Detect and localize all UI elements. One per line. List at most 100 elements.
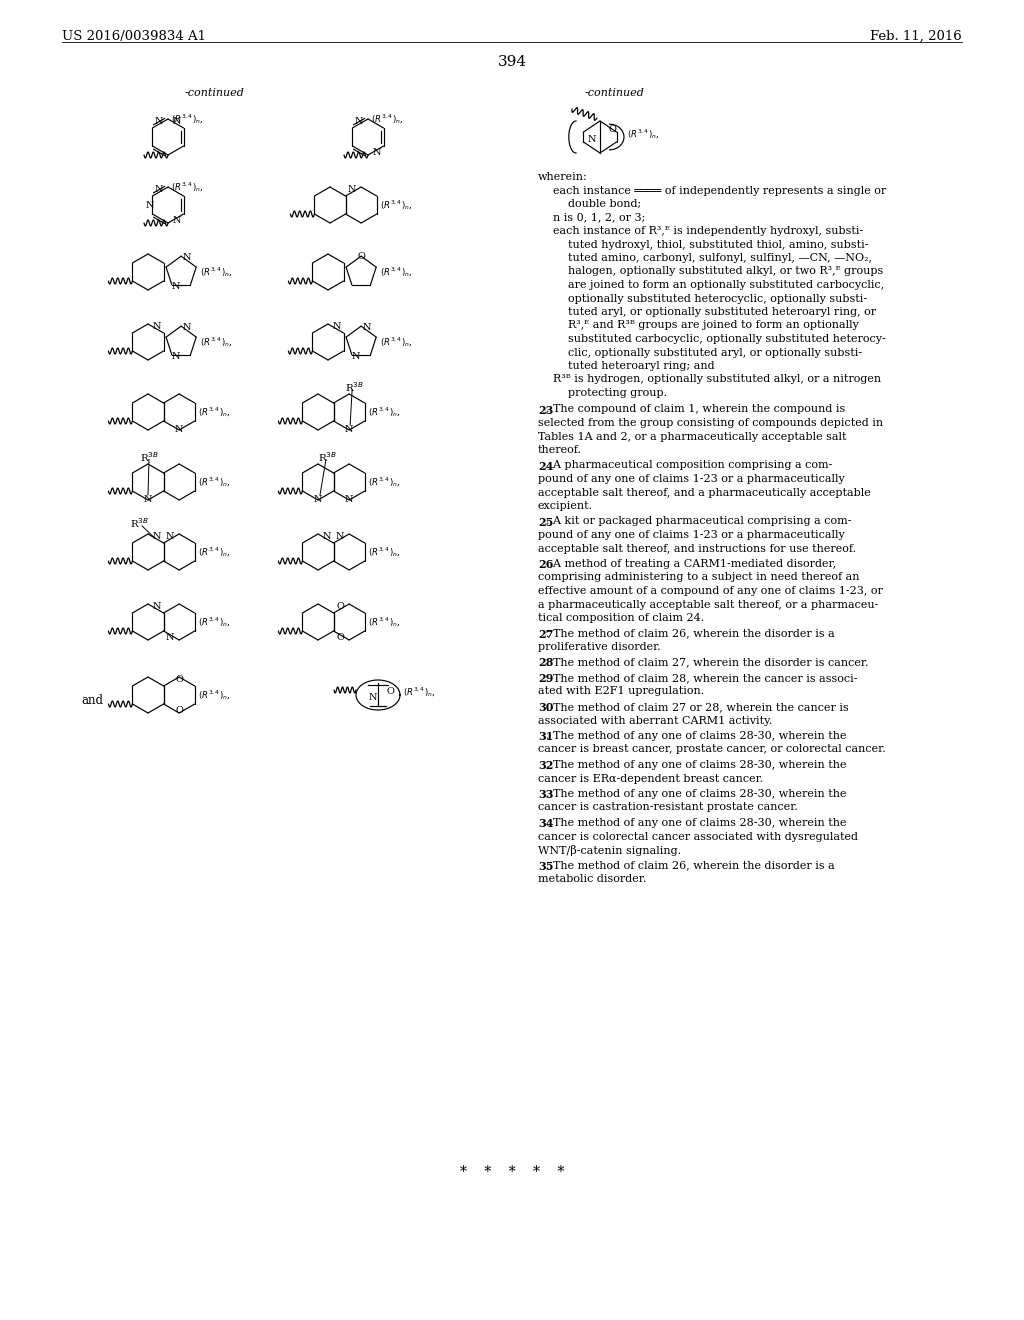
Text: $(R^{3,4})_n$,: $(R^{3,4})_n$, <box>198 405 230 418</box>
Text: . The method of claim 27, wherein the disorder is cancer.: . The method of claim 27, wherein the di… <box>547 657 868 668</box>
Text: -continued: -continued <box>585 88 645 98</box>
Text: $(R^{3,4})_n$,: $(R^{3,4})_n$, <box>171 181 204 194</box>
Text: . A pharmaceutical composition comprising a com-: . A pharmaceutical composition comprisin… <box>547 461 833 470</box>
Text: N: N <box>351 351 359 360</box>
Text: N: N <box>313 495 323 504</box>
Text: $(R^{3,4})_n$,: $(R^{3,4})_n$, <box>200 335 232 348</box>
Text: $(R^{3,4})_n$,: $(R^{3,4})_n$, <box>627 127 659 141</box>
Text: 32: 32 <box>538 760 553 771</box>
Text: R$^{3B}$: R$^{3B}$ <box>140 450 160 463</box>
Text: clic, optionally substituted aryl, or optionally substi-: clic, optionally substituted aryl, or op… <box>568 347 862 358</box>
Text: US 2016/0039834 A1: US 2016/0039834 A1 <box>62 30 206 44</box>
Text: 34: 34 <box>538 818 554 829</box>
Text: and: and <box>82 693 103 706</box>
Text: 30: 30 <box>538 702 553 713</box>
Text: . A kit or packaged pharmaceutical comprising a com-: . A kit or packaged pharmaceutical compr… <box>547 516 852 527</box>
Text: 25: 25 <box>538 516 553 528</box>
Text: cancer is colorectal cancer associated with dysregulated: cancer is colorectal cancer associated w… <box>538 832 858 842</box>
Text: cancer is castration-resistant prostate cancer.: cancer is castration-resistant prostate … <box>538 803 798 813</box>
Text: N: N <box>155 117 163 125</box>
Text: N: N <box>336 532 344 541</box>
Text: N: N <box>362 323 371 333</box>
Text: wherein:: wherein: <box>538 172 588 182</box>
Text: each instance ════ of independently represents a single or: each instance ════ of independently repr… <box>553 186 886 195</box>
Text: N: N <box>345 495 353 504</box>
Text: halogen, optionally substituted alkyl, or two R³,ᴱ groups: halogen, optionally substituted alkyl, o… <box>568 267 884 276</box>
Text: $(R^{3,4})_n$,: $(R^{3,4})_n$, <box>171 112 204 125</box>
Text: N: N <box>182 323 190 333</box>
Text: N: N <box>373 148 381 157</box>
Text: O: O <box>336 602 344 611</box>
Text: 31: 31 <box>538 731 553 742</box>
Text: 394: 394 <box>498 55 526 69</box>
Text: $(R^{3,4})_n$,: $(R^{3,4})_n$, <box>200 265 232 279</box>
Text: N: N <box>153 322 161 331</box>
Text: a pharmaceutically acceptable salt thereof, or a pharmaceu-: a pharmaceutically acceptable salt there… <box>538 599 879 610</box>
Text: N: N <box>166 532 174 541</box>
Text: tuted heteroaryl ring; and: tuted heteroaryl ring; and <box>568 360 715 371</box>
Text: protecting group.: protecting group. <box>568 388 667 399</box>
Text: comprising administering to a subject in need thereof an: comprising administering to a subject in… <box>538 573 859 582</box>
Text: 26: 26 <box>538 558 553 570</box>
Text: WNT/β-catenin signaling.: WNT/β-catenin signaling. <box>538 845 681 855</box>
Text: R$^{3B}$: R$^{3B}$ <box>318 450 338 463</box>
Text: tical composition of claim 24.: tical composition of claim 24. <box>538 612 705 623</box>
Text: thereof.: thereof. <box>538 445 582 455</box>
Text: . The method of any one of claims 28-30, wherein the: . The method of any one of claims 28-30,… <box>547 789 847 799</box>
Text: $(R^{3,4})_n$,: $(R^{3,4})_n$, <box>198 615 230 628</box>
Text: N: N <box>354 117 364 125</box>
Text: $(R^{3,4})_n$,: $(R^{3,4})_n$, <box>368 545 400 558</box>
Text: tuted aryl, or optionally substituted heteroaryl ring, or: tuted aryl, or optionally substituted he… <box>568 308 877 317</box>
Text: R$^{3B}$: R$^{3B}$ <box>130 516 150 531</box>
Text: N: N <box>153 602 161 611</box>
Text: O: O <box>175 675 183 684</box>
Text: pound of any one of claims 1-23 or a pharmaceutically: pound of any one of claims 1-23 or a pha… <box>538 474 845 484</box>
Text: acceptable salt thereof, and a pharmaceutically acceptable: acceptable salt thereof, and a pharmaceu… <box>538 487 870 498</box>
Text: $(R^{3,4})_n$,: $(R^{3,4})_n$, <box>371 112 403 125</box>
Text: 23: 23 <box>538 404 553 416</box>
Text: double bond;: double bond; <box>568 199 641 209</box>
Text: O: O <box>336 634 344 642</box>
Text: N: N <box>173 216 181 226</box>
Text: $(R^{3,4})_n$,: $(R^{3,4})_n$, <box>368 615 400 628</box>
Text: N: N <box>171 281 180 290</box>
Text: R$^{3B}$: R$^{3B}$ <box>345 380 364 393</box>
Text: N: N <box>145 201 155 210</box>
Text: substituted carbocyclic, optionally substituted heterocy-: substituted carbocyclic, optionally subs… <box>568 334 886 345</box>
Text: . A method of treating a CARM1-mediated disorder,: . A method of treating a CARM1-mediated … <box>547 558 837 569</box>
Text: $(R^{3,4})_n$,: $(R^{3,4})_n$, <box>198 688 230 702</box>
Text: 24: 24 <box>538 461 553 471</box>
Text: 27: 27 <box>538 628 553 639</box>
Text: 28: 28 <box>538 657 553 668</box>
Text: N: N <box>348 185 356 194</box>
Text: selected from the group consisting of compounds depicted in: selected from the group consisting of co… <box>538 418 883 428</box>
Text: n is 0, 1, 2, or 3;: n is 0, 1, 2, or 3; <box>553 213 645 223</box>
Text: R³,ᴱ and R³ᴮ groups are joined to form an optionally: R³,ᴱ and R³ᴮ groups are joined to form a… <box>568 321 859 330</box>
Text: N: N <box>171 351 180 360</box>
Text: are joined to form an optionally substituted carbocyclic,: are joined to form an optionally substit… <box>568 280 885 290</box>
Text: -continued: -continued <box>185 88 245 98</box>
Text: ated with E2F1 upregulation.: ated with E2F1 upregulation. <box>538 686 705 697</box>
Text: excipient.: excipient. <box>538 502 593 511</box>
Text: . The method of any one of claims 28-30, wherein the: . The method of any one of claims 28-30,… <box>547 818 847 828</box>
Text: pound of any one of claims 1-23 or a pharmaceutically: pound of any one of claims 1-23 or a pha… <box>538 531 845 540</box>
Text: . The method of any one of claims 28-30, wherein the: . The method of any one of claims 28-30,… <box>547 760 847 770</box>
Text: . The method of claim 28, wherein the cancer is associ-: . The method of claim 28, wherein the ca… <box>547 673 858 682</box>
Text: N: N <box>155 185 163 194</box>
Text: O: O <box>386 686 394 696</box>
Text: cancer is ERα-dependent breast cancer.: cancer is ERα-dependent breast cancer. <box>538 774 763 784</box>
Text: optionally substituted heterocyclic, optionally substi-: optionally substituted heterocyclic, opt… <box>568 293 867 304</box>
Text: O: O <box>357 252 366 261</box>
Text: associated with aberrant CARM1 activity.: associated with aberrant CARM1 activity. <box>538 715 772 726</box>
Text: proliferative disorder.: proliferative disorder. <box>538 642 660 652</box>
Text: N: N <box>175 425 183 434</box>
Text: acceptable salt thereof, and instructions for use thereof.: acceptable salt thereof, and instruction… <box>538 544 856 553</box>
Text: $(R^{3,4})_n$,: $(R^{3,4})_n$, <box>198 475 230 488</box>
Text: N: N <box>143 495 153 504</box>
Text: . The method of any one of claims 28-30, wherein the: . The method of any one of claims 28-30,… <box>547 731 847 741</box>
Text: . The method of claim 26, wherein the disorder is a: . The method of claim 26, wherein the di… <box>547 628 835 639</box>
Text: Feb. 11, 2016: Feb. 11, 2016 <box>870 30 962 44</box>
Text: . The method of claim 27 or 28, wherein the cancer is: . The method of claim 27 or 28, wherein … <box>547 702 849 711</box>
Text: effective amount of a compound of any one of claims 1-23, or: effective amount of a compound of any on… <box>538 586 883 597</box>
Text: 29: 29 <box>538 673 553 684</box>
